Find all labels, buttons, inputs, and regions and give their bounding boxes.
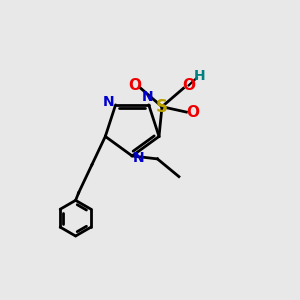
Text: O: O — [128, 77, 141, 92]
Text: O: O — [182, 78, 195, 93]
Text: N: N — [141, 90, 153, 104]
Text: S: S — [156, 98, 168, 116]
Text: N: N — [103, 95, 115, 110]
Text: O: O — [186, 105, 200, 120]
Text: N: N — [133, 152, 145, 165]
Text: H: H — [194, 69, 206, 83]
